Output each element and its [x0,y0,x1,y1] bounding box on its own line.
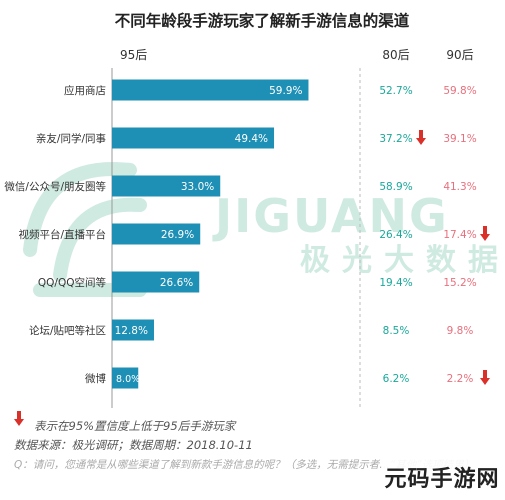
category-label: 论坛/贴吧等社区 [29,324,106,337]
site-badge: 元码手游网 [383,458,501,496]
bar [112,367,139,389]
bar-value-label: 49.4% [235,133,268,145]
bar-value-label: 12.8% [115,325,148,337]
chart-title: 不同年龄段手游玩家了解新手游信息的渠道 [115,11,410,30]
category-label: 微信/公众号/朋友圈等 [4,180,106,193]
category-label: 微博 [85,372,106,385]
watermark: JIGUANG 极光大数据 [23,162,505,297]
footer-source: 数据来源：极光调研；数据周期：2018.10-11 [14,438,253,452]
down-arrow-icon [416,130,426,145]
series-header-95: 95后 [120,48,147,62]
category-label: QQ/QQ空间等 [38,276,107,289]
column-value-90后: 41.3% [443,181,476,193]
column-value-80后: 6.2% [383,373,410,385]
column-header-90: 90后 [446,48,473,62]
watermark-logo-text: JIGUANG [212,189,449,243]
footer-note-text: 表示在95%置信度上低于95后手游玩家 [34,419,236,433]
column-value-90后: 15.2% [443,277,476,289]
column-header-80: 80后 [382,48,409,62]
column-value-80后: 8.5% [383,325,410,337]
bar-value-label: 8.0% [116,374,140,385]
category-label: 亲友/同学/同事 [36,132,107,145]
bar [112,223,201,245]
column-value-90后: 2.2% [447,373,474,385]
column-value-90后: 9.8% [447,325,474,337]
footer-note: 表示在95%置信度上低于95后手游玩家 [14,418,235,434]
bar-value-label: 33.0% [181,181,214,193]
category-label: 视频平台/直播平台 [18,228,106,241]
bar [112,79,309,101]
bar [112,319,154,341]
bar [112,175,221,197]
column-value-90后: 39.1% [443,133,476,145]
category-label: 应用商店 [64,84,106,97]
bar-value-label: 26.6% [160,277,193,289]
column-value-80后: 26.4% [379,229,412,241]
bar [112,127,275,149]
bar-value-label: 26.9% [161,229,194,241]
footer-question: Q：请问，您通常是从哪些渠道了解到新款手游信息的呢？（多选，无需提示者…“其他”… [14,459,475,471]
bar-rows: 应用商店 59.9% 52.7% 59.8% 亲友/同学/同事 49.4% 37.2% 39.… [4,79,490,389]
watermark-sub-text: 极光大数据 [300,243,505,278]
column-value-80后: 58.9% [379,181,412,193]
column-value-80后: 19.4% [379,277,412,289]
column-value-80后: 52.7% [379,85,412,97]
column-value-90后: 17.4% [443,229,476,241]
bar-value-label: 59.9% [269,85,302,97]
bar [112,271,200,293]
down-arrow-icon [480,226,490,241]
down-arrow-icon [480,370,490,385]
down-arrow-icon [14,411,24,426]
column-value-90后: 59.8% [443,85,476,97]
column-value-80后: 37.2% [379,133,412,145]
